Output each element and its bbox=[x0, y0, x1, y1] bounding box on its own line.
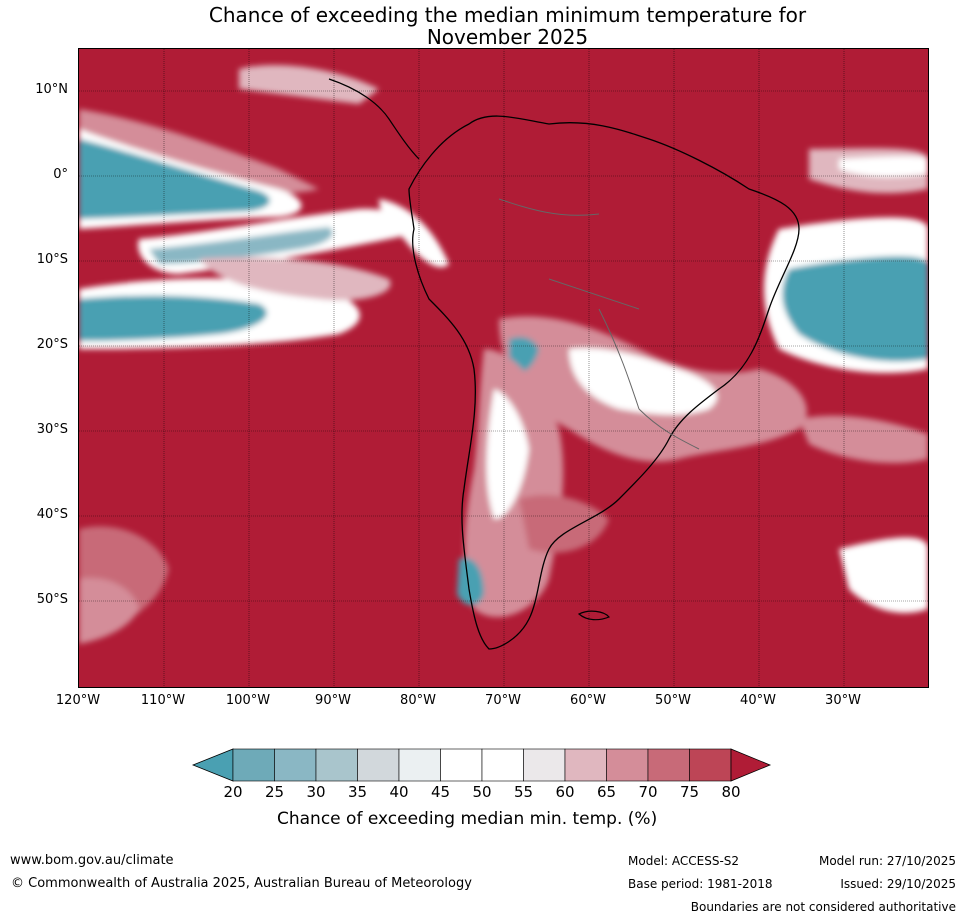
map-title: Chance of exceeding the median minimum t… bbox=[0, 4, 965, 48]
footer-model-run: Model run: 27/10/2025 bbox=[818, 854, 956, 868]
colorbar-arrow-low bbox=[192, 748, 234, 782]
footer-disclaimer: Boundaries are not considered authoritat… bbox=[690, 900, 956, 914]
falkland-islands bbox=[577, 610, 610, 621]
colorbar-segment bbox=[232, 748, 275, 782]
footer-model: Model: ACCESS-S2 bbox=[628, 854, 740, 868]
colorbar-segment bbox=[647, 748, 690, 782]
probability-field bbox=[79, 65, 928, 644]
colorbar-segment bbox=[523, 748, 566, 782]
colorbar-tick-label: 30 bbox=[306, 783, 326, 801]
colorbar-tick-label: 50 bbox=[472, 783, 492, 801]
lon-label-90w: 90°W bbox=[315, 693, 351, 708]
lon-label-60w: 60°W bbox=[570, 693, 606, 708]
lon-label-50w: 50°W bbox=[655, 693, 691, 708]
lat-label-50s: 50°S bbox=[36, 592, 68, 607]
gridlines bbox=[79, 49, 928, 687]
country-borders bbox=[498, 198, 700, 450]
lon-label-110w: 110°W bbox=[140, 693, 186, 708]
lat-label-10s: 10°S bbox=[36, 252, 68, 267]
lat-label-30s: 30°S bbox=[36, 422, 68, 437]
colorbar-tick-label: 25 bbox=[264, 783, 285, 801]
lon-label-80w: 80°W bbox=[400, 693, 436, 708]
colorbar-title: Chance of exceeding median min. temp. (%… bbox=[277, 809, 658, 829]
colorbar-tick-label: 55 bbox=[513, 783, 534, 801]
colorbar-segment bbox=[274, 748, 317, 782]
colorbar-tick-label: 70 bbox=[638, 783, 658, 801]
colorbar-segment bbox=[481, 748, 524, 782]
colorbar-tick-label: 60 bbox=[555, 783, 575, 801]
colorbar-segment bbox=[398, 748, 441, 782]
colorbar-tick-label: 45 bbox=[430, 783, 451, 801]
map-canvas bbox=[79, 49, 928, 687]
colorbar-tick-label: 80 bbox=[721, 783, 741, 801]
lon-label-30w: 30°W bbox=[825, 693, 861, 708]
colorbar-tick-label: 20 bbox=[223, 783, 243, 801]
lat-label-0: 0° bbox=[53, 167, 68, 182]
central-america-coastline bbox=[328, 78, 420, 160]
lon-label-70w: 70°W bbox=[485, 693, 521, 708]
colorbar-segment bbox=[689, 748, 732, 782]
footer-base-period: Base period: 1981-2018 bbox=[628, 877, 773, 891]
coastline bbox=[408, 115, 800, 650]
lon-label-100w: 100°W bbox=[225, 693, 271, 708]
lat-label-20s: 20°S bbox=[36, 337, 68, 352]
lon-label-120w: 120°W bbox=[55, 693, 101, 708]
colorbar-tick-label: 75 bbox=[679, 783, 700, 801]
colorbar-segment bbox=[315, 748, 358, 782]
lat-label-40s: 40°S bbox=[36, 507, 68, 522]
footer-copyright: © Commonwealth of Australia 2025, Austra… bbox=[11, 876, 472, 891]
colorbar-tick-label: 40 bbox=[389, 783, 409, 801]
map-title-line2: November 2025 bbox=[426, 25, 589, 49]
colorbar bbox=[192, 748, 772, 782]
map-title-line1: Chance of exceeding the median minimum t… bbox=[208, 3, 807, 27]
footer-website: www.bom.gov.au/climate bbox=[10, 853, 174, 868]
colorbar-segment bbox=[606, 748, 649, 782]
colorbar-tick-label: 35 bbox=[347, 783, 368, 801]
footer-issued: Issued: 29/10/2025 bbox=[840, 877, 956, 891]
lon-label-40w: 40°W bbox=[740, 693, 776, 708]
colorbar-segment bbox=[564, 748, 607, 782]
colorbar-arrow-high bbox=[730, 748, 772, 782]
lat-label-10n: 10°N bbox=[35, 82, 68, 97]
probability-map bbox=[78, 48, 929, 688]
colorbar-segment bbox=[440, 748, 483, 782]
colorbar-segment bbox=[357, 748, 400, 782]
colorbar-tick-label: 65 bbox=[596, 783, 617, 801]
